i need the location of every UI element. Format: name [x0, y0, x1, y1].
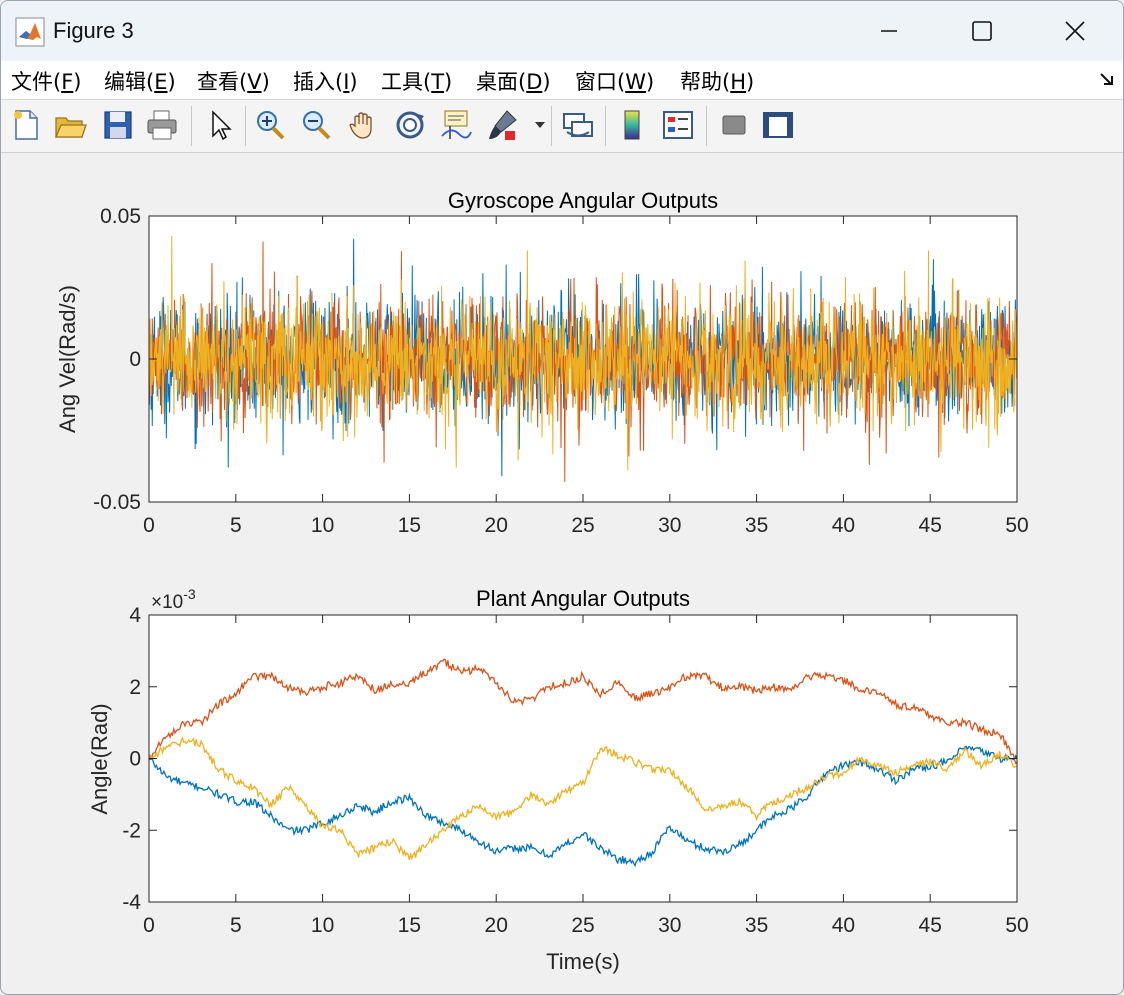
toolbar-separator: [191, 106, 192, 146]
menu-item-2[interactable]: 查看(V): [197, 70, 270, 94]
maximize-button[interactable]: [936, 1, 1028, 61]
plant-xtick-label: 0: [143, 914, 155, 937]
minimize-icon: [881, 30, 897, 32]
new-figure-icon[interactable]: [9, 108, 43, 142]
gyro-title: Gyroscope Angular Outputs: [448, 188, 718, 213]
legend-icon[interactable]: [661, 108, 695, 142]
gyro-xtick-label: 15: [398, 514, 421, 537]
toolbar-separator: [551, 106, 552, 146]
minimize-button[interactable]: [843, 1, 935, 61]
plant-ytick-label: -2: [122, 819, 141, 842]
plant-xtick-label: 20: [485, 914, 508, 937]
gyro-xtick-label: 5: [230, 514, 242, 537]
link-plot-icon[interactable]: [561, 108, 595, 142]
plant-series-z: [148, 736, 1018, 861]
gyro-xtick-label: 20: [485, 514, 508, 537]
dropdown-arrow-icon[interactable]: [534, 120, 546, 130]
toolbar-separator: [706, 106, 707, 146]
gyro-xtick-label: 35: [745, 514, 768, 537]
plant-series-x: [148, 745, 1018, 868]
close-icon: [1065, 21, 1085, 41]
menu-item-7[interactable]: 帮助(H): [680, 70, 755, 94]
menu-item-6[interactable]: 窗口(W): [575, 70, 655, 94]
zoom-out-icon[interactable]: [299, 108, 333, 142]
toolbar: [1, 100, 1123, 153]
menu-bar: 文件(F) 编辑(E) 查看(V) 插入(I) 工具(T) 桌面(D) 窗口(W) 帮助(H): [1, 61, 1123, 100]
gyro-ylabel: Ang Vel(Rad/s): [55, 285, 80, 433]
plant-xtick-label: 15: [398, 914, 421, 937]
plant-xtick-label: 25: [571, 914, 594, 937]
save-icon[interactable]: [101, 108, 135, 142]
gyro-xtick-label: 45: [919, 514, 942, 537]
zoom-in-icon[interactable]: [253, 108, 287, 142]
gyro-ytick-label: 0: [129, 348, 141, 371]
plant-axes[interactable]: 0 5 10 15 20 25 30 35 40 45 50 -4 -2 0 2 4 Plant Angula…: [87, 586, 1029, 974]
plant-series-group: [148, 658, 1018, 868]
menu-item-0[interactable]: 文件(F): [11, 70, 82, 94]
gyro-xtick-label: 30: [658, 514, 681, 537]
plant-series-y: [148, 658, 1018, 765]
gyro-xtick-label: 10: [311, 514, 334, 537]
gyro-series-z: [148, 236, 1018, 471]
plant-ytick-label: -4: [122, 891, 141, 914]
window-title: Figure 3: [53, 18, 134, 43]
toolbar-separator: [245, 106, 246, 146]
matlab-logo-icon: [15, 17, 45, 47]
gyro-xtick-label: 40: [832, 514, 855, 537]
hide-plot-tools-icon[interactable]: [717, 108, 751, 142]
close-button[interactable]: [1029, 1, 1121, 61]
dock-arrow-icon[interactable]: [1099, 71, 1115, 87]
plant-ytick-label: 4: [129, 604, 141, 627]
menu-item-4[interactable]: 工具(T): [381, 70, 453, 94]
select-pointer-icon[interactable]: [203, 108, 237, 142]
plant-xtick-label: 10: [311, 914, 334, 937]
gyro-xtick-label: 25: [571, 514, 594, 537]
plant-xlabel: Time(s): [546, 949, 620, 974]
gyro-ytick-label: -0.05: [93, 491, 141, 514]
gyro-xtick-label: 50: [1005, 514, 1028, 537]
print-icon[interactable]: [145, 108, 179, 142]
maximize-icon: [972, 21, 992, 41]
plant-exponent-label: ×10-3: [151, 586, 196, 613]
menu-item-5[interactable]: 桌面(D): [476, 70, 551, 94]
data-cursor-icon[interactable]: [439, 108, 473, 142]
show-plot-tools-icon[interactable]: [761, 108, 795, 142]
open-file-icon[interactable]: [53, 108, 87, 142]
plant-plot-area: [149, 615, 1017, 902]
toolbar-separator: [605, 106, 606, 146]
plant-xtick-label: 45: [919, 914, 942, 937]
gyro-xtick-label: 0: [143, 514, 155, 537]
plant-xtick-label: 5: [230, 914, 242, 937]
plant-title: Plant Angular Outputs: [476, 586, 690, 611]
menu-item-3[interactable]: 插入(I): [293, 70, 358, 94]
rotate-3d-icon[interactable]: [393, 108, 427, 142]
plant-xtick-label: 40: [832, 914, 855, 937]
plant-ylabel: Angle(Rad): [87, 703, 112, 814]
plant-xtick-label: 35: [745, 914, 768, 937]
colorbar-icon[interactable]: [615, 108, 649, 142]
title-bar[interactable]: Figure 3: [1, 1, 1123, 61]
plant-ytick-label: 2: [129, 676, 141, 699]
brush-icon[interactable]: [485, 108, 519, 142]
menu-item-1[interactable]: 编辑(E): [104, 70, 176, 94]
plant-ytick-label: 0: [129, 748, 141, 771]
pan-hand-icon[interactable]: [346, 108, 380, 142]
plant-xtick-label: 50: [1005, 914, 1028, 937]
gyro-series-group: [148, 236, 1018, 482]
plant-xtick-label: 30: [658, 914, 681, 937]
plant-tick-group: 0 5 10 15 20 25 30 35 40 45 50 -4 -2 0 2 4: [122, 604, 1028, 937]
gyro-ytick-label: 0.05: [100, 205, 141, 228]
